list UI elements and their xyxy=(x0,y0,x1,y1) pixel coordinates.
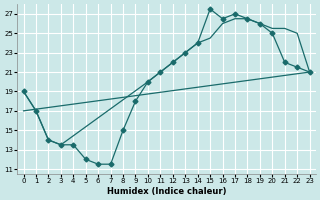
X-axis label: Humidex (Indice chaleur): Humidex (Indice chaleur) xyxy=(107,187,226,196)
